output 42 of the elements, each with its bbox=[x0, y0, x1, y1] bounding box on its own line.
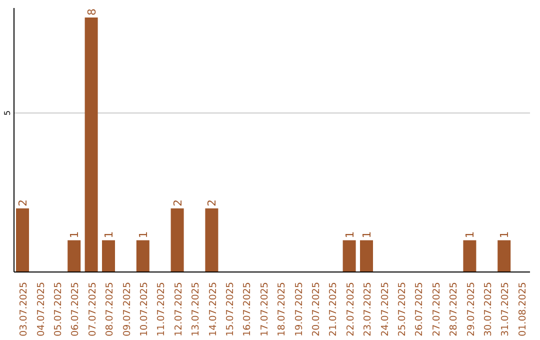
x-tick-label: 20.07.2025 bbox=[311, 282, 322, 336]
x-tick-label: 15.07.2025 bbox=[225, 282, 236, 336]
data-label: 1 bbox=[343, 231, 356, 238]
x-tick-label: 19.07.2025 bbox=[294, 282, 305, 336]
x-tick-label: 25.07.2025 bbox=[397, 282, 408, 336]
x-tick-label: 23.07.2025 bbox=[362, 282, 374, 336]
x-tick-label: 16.07.2025 bbox=[242, 282, 254, 336]
data-label: 1 bbox=[68, 231, 82, 238]
data-label: 1 bbox=[136, 231, 150, 238]
x-tick-label: 21.07.2025 bbox=[328, 282, 340, 336]
x-tick-label: 28.07.2025 bbox=[448, 282, 460, 336]
x-tick-label: 09.07.2025 bbox=[122, 282, 133, 336]
data-label: 2 bbox=[16, 199, 30, 206]
x-tick-label: 01.08.2025 bbox=[517, 282, 528, 336]
data-label: 1 bbox=[498, 231, 512, 238]
data-label: 8 bbox=[85, 8, 98, 16]
x-tick-label: 03.07.2025 bbox=[18, 282, 30, 336]
x-tick-label: 08.07.2025 bbox=[104, 282, 116, 336]
x-tick-label: 29.07.2025 bbox=[466, 282, 477, 336]
x-tick-label: 14.07.2025 bbox=[208, 282, 219, 336]
data-label: 1 bbox=[102, 231, 116, 238]
x-tick-label: 24.07.2025 bbox=[380, 282, 391, 336]
y-tick-label: 5 bbox=[3, 110, 12, 116]
x-tick-label: 06.07.2025 bbox=[70, 282, 82, 336]
x-tick-label: 22.07.2025 bbox=[345, 282, 356, 336]
x-tick-label: 26.07.2025 bbox=[414, 282, 426, 336]
data-label: 2 bbox=[206, 199, 219, 206]
x-tick-label: 13.07.2025 bbox=[190, 282, 202, 336]
data-label: 1 bbox=[360, 231, 374, 238]
data-label: 1 bbox=[464, 231, 477, 238]
x-tick-label: 27.07.2025 bbox=[431, 282, 442, 336]
x-tick-label: 17.07.2025 bbox=[259, 282, 270, 336]
x-tick-label: 05.07.2025 bbox=[53, 282, 64, 336]
x-tick-label: 12.07.2025 bbox=[173, 282, 184, 336]
x-tick-label: 30.07.2025 bbox=[483, 282, 494, 336]
x-tick-label: 18.07.2025 bbox=[276, 282, 288, 336]
x-tick-label: 07.07.2025 bbox=[87, 282, 98, 336]
data-label: 2 bbox=[171, 199, 184, 206]
x-tick-label: 10.07.2025 bbox=[139, 282, 150, 336]
x-tick-label: 11.07.2025 bbox=[156, 282, 168, 336]
x-tick-label: 04.07.2025 bbox=[36, 282, 47, 336]
x-tick-label: 31.07.2025 bbox=[500, 282, 512, 336]
